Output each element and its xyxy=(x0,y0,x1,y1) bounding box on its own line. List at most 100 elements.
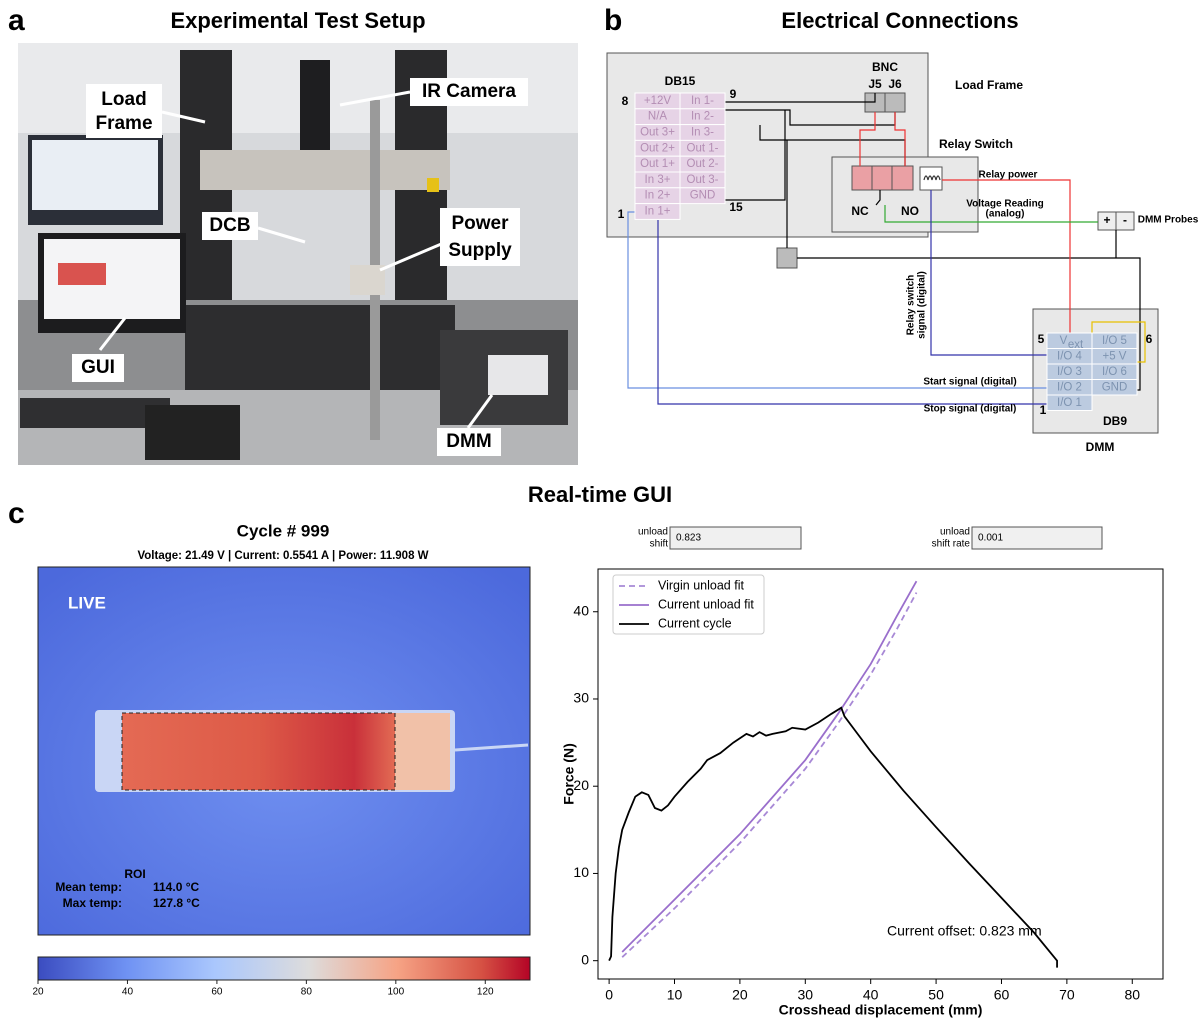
x-tick-label: 80 xyxy=(1124,987,1140,1003)
x-tick-label: 50 xyxy=(928,987,944,1003)
roi-label: Mean temp: xyxy=(55,880,122,894)
diagram-label: Load Frame xyxy=(955,78,1023,92)
x-tick-label: 10 xyxy=(667,987,683,1003)
diagram-label: DB9 xyxy=(1103,414,1127,428)
y-tick-label: 30 xyxy=(573,690,589,706)
pin-label: I/O 1 xyxy=(1057,397,1082,409)
diagram-label: - xyxy=(1123,213,1127,227)
diagram-label: Relay Switch xyxy=(939,137,1013,151)
x-tick-label: 20 xyxy=(732,987,748,1003)
x-tick-label: 40 xyxy=(863,987,879,1003)
annotation: Load xyxy=(101,89,146,110)
annotation: Supply xyxy=(448,240,512,261)
y-tick-label: 10 xyxy=(573,864,589,880)
pin-label: +12V xyxy=(644,95,672,107)
diagram-label: DMM Probes xyxy=(1138,215,1199,226)
panel-label: a xyxy=(8,4,25,37)
diagram-label: J5 xyxy=(868,77,882,91)
pin-number: 1 xyxy=(1040,403,1047,417)
panel-label: b xyxy=(604,4,622,37)
panel-title: Real-time GUI xyxy=(528,482,672,507)
colorbar-tick-label: 60 xyxy=(211,987,223,998)
pin-label: I/O 6 xyxy=(1102,366,1127,378)
diagram-label: + xyxy=(1103,213,1110,227)
pin-label: N/A xyxy=(648,111,668,123)
pin-label: Out 1+ xyxy=(640,158,675,170)
colorbar-tick-label: 100 xyxy=(387,987,404,998)
annotation: Current offset: 0.823 mm xyxy=(887,923,1042,939)
pin-number: 8 xyxy=(622,94,629,108)
pin-label: Out 3- xyxy=(687,174,719,186)
diagram-label: BNC xyxy=(872,60,898,74)
roi-value: 114.0 °C xyxy=(153,880,200,894)
colorbar xyxy=(38,957,530,980)
input-value: 0.001 xyxy=(978,533,1003,544)
legend-label: Virgin unload fit xyxy=(658,578,744,592)
annotation: GUI xyxy=(81,357,115,378)
pin-number: 6 xyxy=(1146,332,1153,346)
panel-title: Experimental Test Setup xyxy=(170,8,425,33)
colorbar-ticks: 20 40 60 80 100 120 xyxy=(32,980,494,998)
x-tick-label: 60 xyxy=(994,987,1010,1003)
roi-label: Max temp: xyxy=(63,896,122,910)
pin-label: In 1- xyxy=(691,95,714,107)
pin-number: 5 xyxy=(1038,332,1045,346)
panel-title: Electrical Connections xyxy=(781,8,1018,33)
wire-label: Relay switch xyxy=(906,275,917,336)
pin-number: 15 xyxy=(729,200,743,214)
wire-label: signal (digital) xyxy=(917,271,928,339)
thermal-image: LIVE ROI Mean temp: 114.0 °C Max temp: 1… xyxy=(38,567,530,935)
diagram-label: J6 xyxy=(888,77,902,91)
colorbar-tick-label: 80 xyxy=(301,987,313,998)
diagram-label: DB15 xyxy=(665,74,696,88)
pin-label: I/O 3 xyxy=(1057,366,1082,378)
wire-label: Stop signal (digital) xyxy=(924,404,1017,415)
input-label: unload xyxy=(638,527,668,538)
annotation: IR Camera xyxy=(422,81,516,102)
y-tick-label: 0 xyxy=(581,951,589,967)
colorbar-tick-label: 120 xyxy=(477,987,494,998)
gui-status: Voltage: 21.49 V | Current: 0.5541 A | P… xyxy=(137,550,428,562)
pin-label: I/O 5 xyxy=(1102,335,1127,347)
gui-inputs: unload shift 0.823 unload shift rate 0.0… xyxy=(638,527,1102,550)
diagram-label: NC xyxy=(851,204,869,218)
pin-number: 9 xyxy=(730,87,737,101)
diagram-label: NO xyxy=(901,204,919,218)
colorbar-tick-label: 40 xyxy=(122,987,134,998)
wire-label: Relay power xyxy=(979,170,1038,181)
pin-label: GND xyxy=(690,190,716,202)
x-tick-label: 0 xyxy=(605,987,613,1003)
legend-label: Current cycle xyxy=(658,616,732,630)
pin-number: 1 xyxy=(618,207,625,221)
diagram-label: DMM xyxy=(1086,440,1115,454)
pin-label: Out 3+ xyxy=(640,127,675,139)
pin-label: Out 2+ xyxy=(640,142,675,154)
wire-label: (analog) xyxy=(986,209,1025,220)
roi-value: 127.8 °C xyxy=(153,896,200,910)
annotation: Power xyxy=(451,213,509,234)
gui-title: Cycle # 999 xyxy=(237,521,330,540)
pin-label: Out 2- xyxy=(687,158,719,170)
pin-label: I/O 4 xyxy=(1057,350,1083,362)
wire-label: Start signal (digital) xyxy=(923,377,1016,388)
x-axis-label: Crosshead displacement (mm) xyxy=(779,1002,983,1018)
pin-label: In 2+ xyxy=(645,190,671,202)
y-axis-label: Force (N) xyxy=(561,743,577,804)
live-label: LIVE xyxy=(68,593,106,612)
y-tick-label: 40 xyxy=(573,602,589,618)
pin-label: In 2- xyxy=(691,111,714,123)
annotation: DMM xyxy=(446,431,491,452)
colorbar-tick-label: 20 xyxy=(32,987,44,998)
input-value: 0.823 xyxy=(676,533,701,544)
x-tick-label: 70 xyxy=(1059,987,1075,1003)
input-label: unload xyxy=(940,527,970,538)
pin-label: +5 V xyxy=(1103,350,1127,362)
annotation: Frame xyxy=(95,113,152,134)
pin-label: GND xyxy=(1102,381,1128,393)
annotation: DCB xyxy=(209,215,250,236)
pin-label: V xyxy=(1060,335,1068,347)
input-label: shift xyxy=(650,539,669,550)
panel-label: c xyxy=(8,497,25,530)
